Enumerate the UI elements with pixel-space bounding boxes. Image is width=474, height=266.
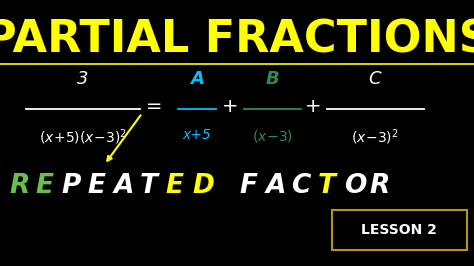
- Text: E: E: [88, 173, 106, 199]
- Text: +: +: [222, 97, 238, 116]
- Text: x+5: x+5: [182, 128, 211, 142]
- Text: $(x\!+\!5)(x\!-\!3)^2$: $(x\!+\!5)(x\!-\!3)^2$: [39, 128, 127, 147]
- FancyBboxPatch shape: [332, 210, 467, 250]
- Text: E: E: [36, 173, 54, 199]
- Text: $(x\!-\!3)$: $(x\!-\!3)$: [252, 128, 293, 144]
- Text: B: B: [265, 70, 280, 88]
- Text: R: R: [9, 173, 30, 199]
- Text: $(x\!-\!3)^2$: $(x\!-\!3)^2$: [351, 128, 398, 147]
- Text: T: T: [318, 173, 336, 199]
- Text: R: R: [370, 173, 390, 199]
- Text: D: D: [192, 173, 214, 199]
- Text: PARTIAL FRACTIONS: PARTIAL FRACTIONS: [0, 19, 474, 62]
- Text: A: A: [265, 173, 286, 199]
- Text: LESSON 2: LESSON 2: [361, 223, 438, 237]
- Text: E: E: [166, 173, 184, 199]
- Text: F: F: [239, 173, 257, 199]
- Text: A: A: [114, 173, 134, 199]
- Text: +: +: [305, 97, 321, 116]
- Text: T: T: [140, 173, 158, 199]
- Text: C: C: [368, 70, 381, 88]
- Text: P: P: [62, 173, 81, 199]
- Text: =: =: [146, 97, 162, 116]
- Text: C: C: [292, 173, 311, 199]
- Text: O: O: [344, 173, 366, 199]
- Text: A: A: [190, 70, 204, 88]
- Text: 3: 3: [77, 70, 89, 88]
